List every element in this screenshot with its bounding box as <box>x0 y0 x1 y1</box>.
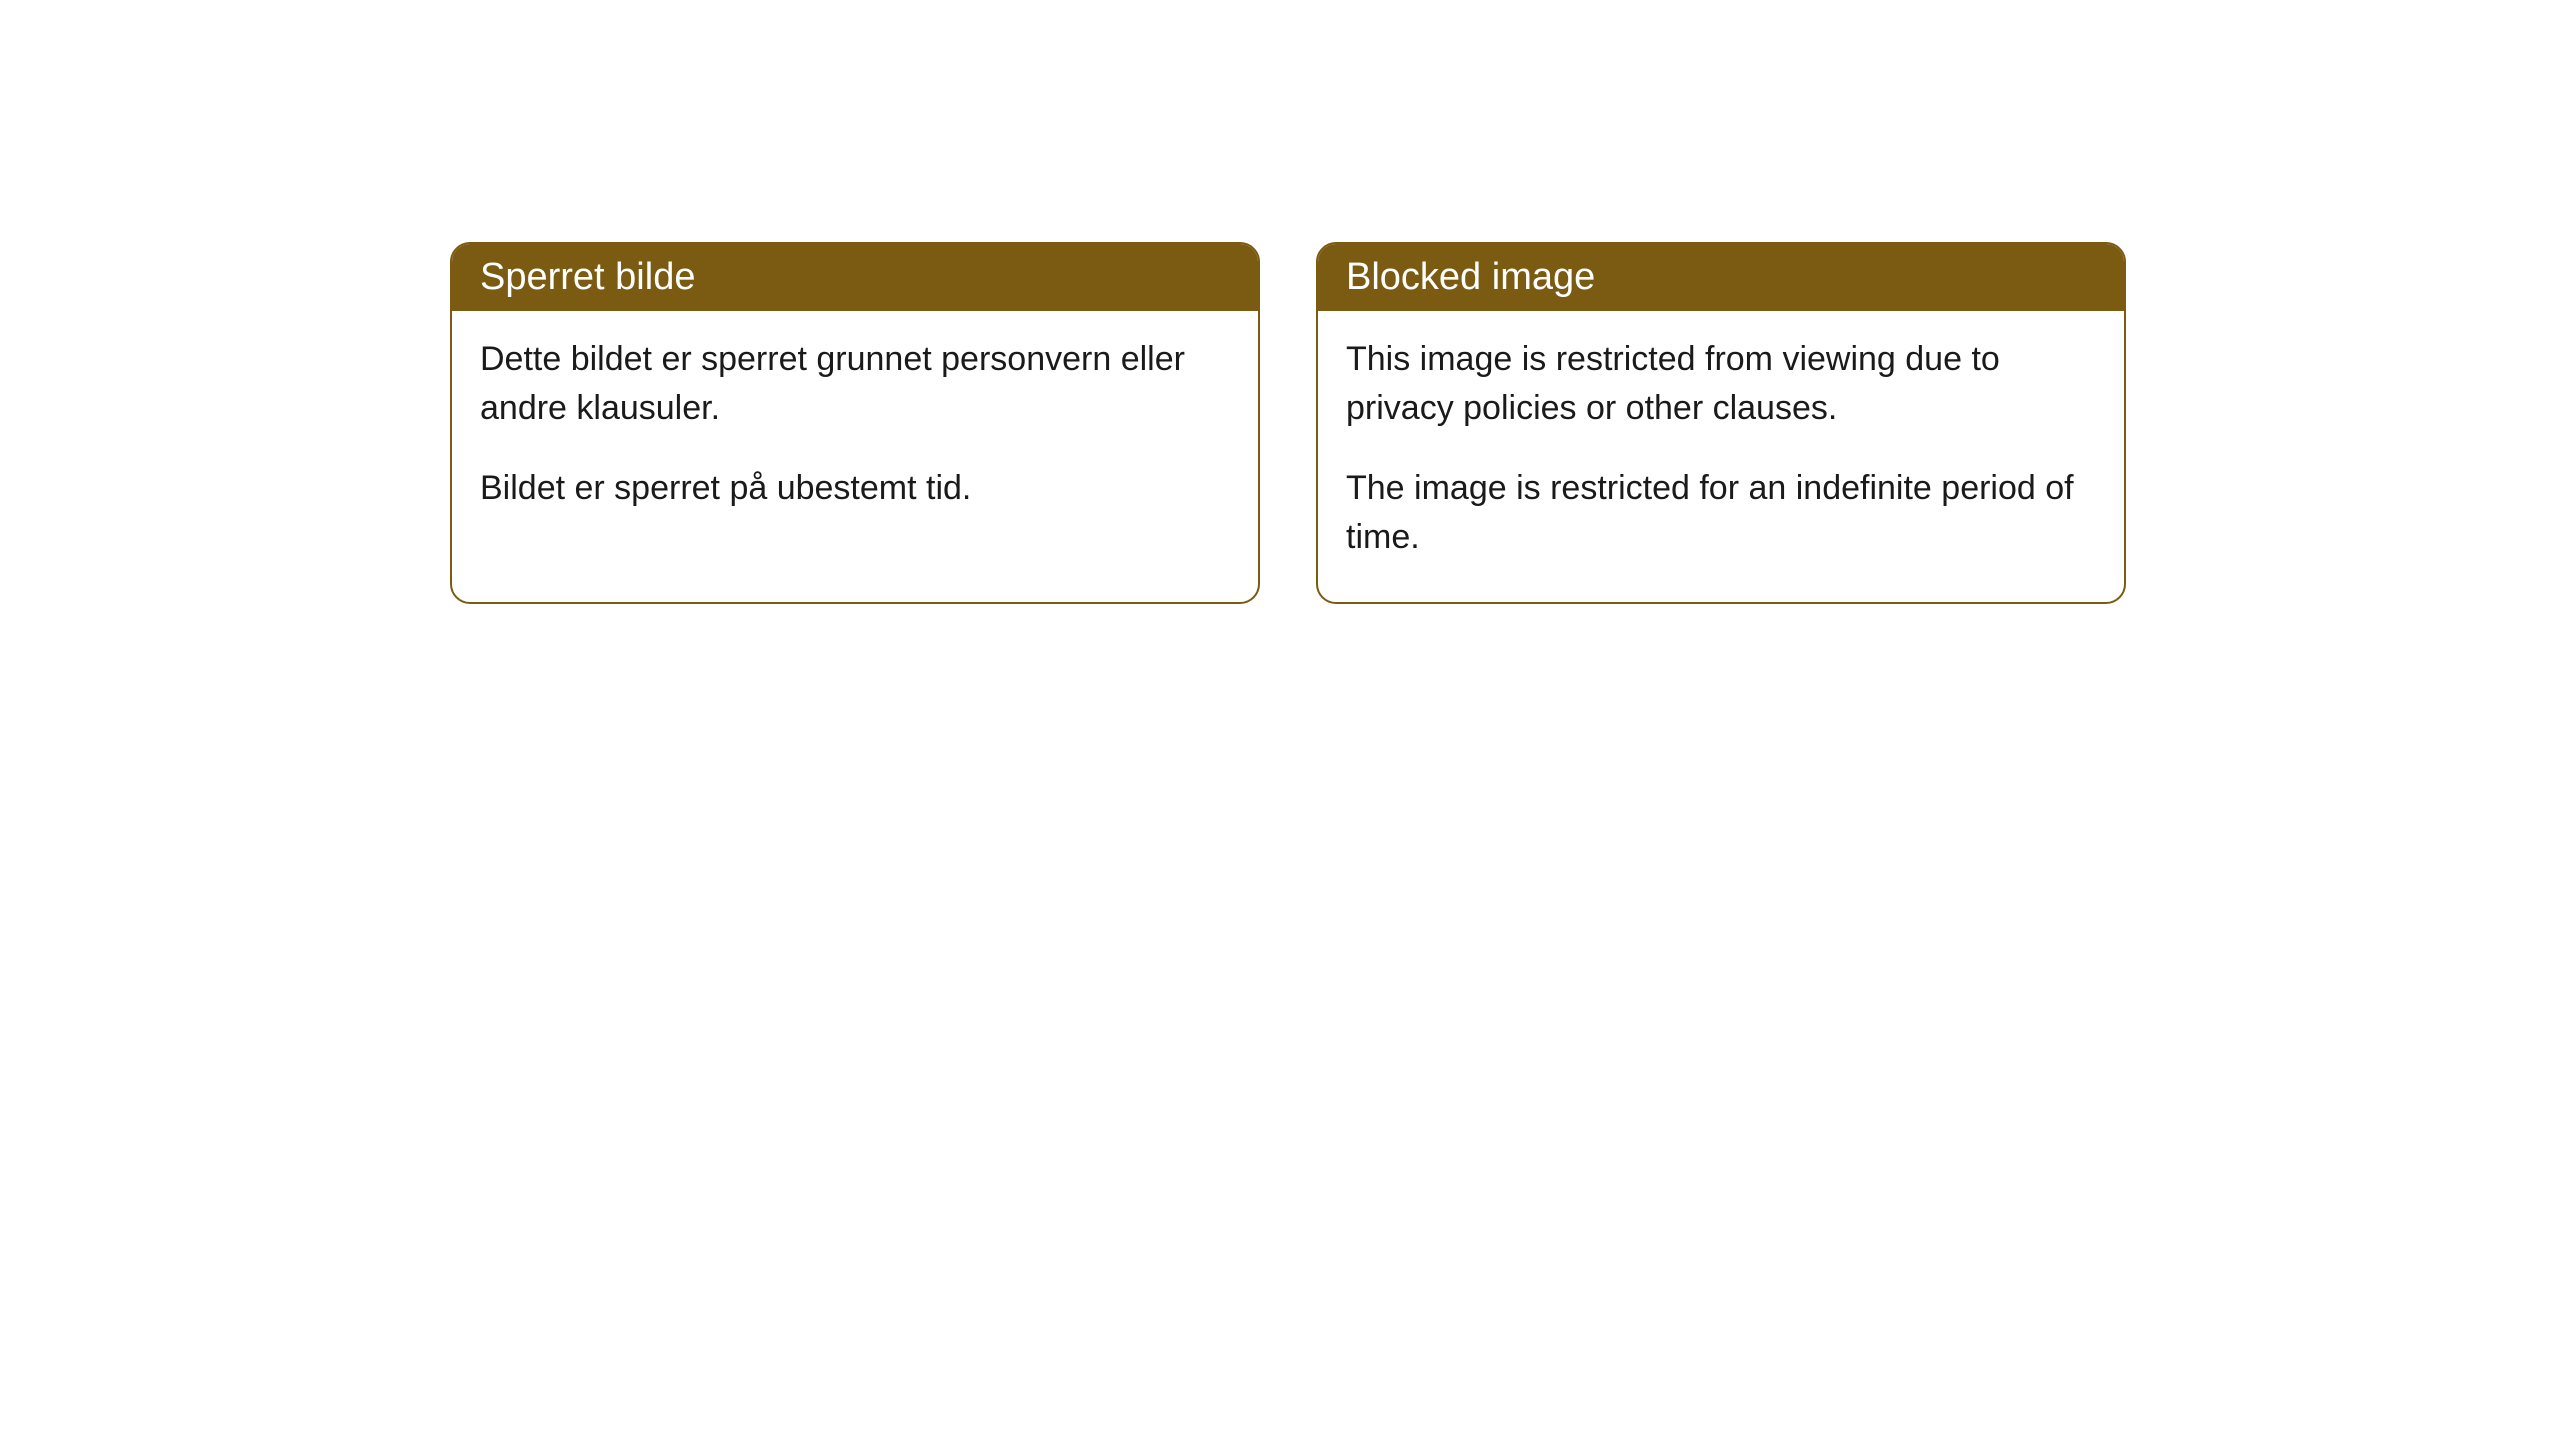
notice-paragraph: This image is restricted from viewing du… <box>1346 335 2096 434</box>
notice-title: Sperret bilde <box>480 256 695 298</box>
notice-paragraph: Bildet er sperret på ubestemt tid. <box>480 464 1230 513</box>
notice-header-norwegian: Sperret bilde <box>452 244 1258 311</box>
notice-paragraph: Dette bildet er sperret grunnet personve… <box>480 335 1230 434</box>
notice-card-norwegian: Sperret bilde Dette bildet er sperret gr… <box>450 242 1260 604</box>
notice-container: Sperret bilde Dette bildet er sperret gr… <box>450 242 2126 604</box>
notice-paragraph: The image is restricted for an indefinit… <box>1346 464 2096 563</box>
notice-body-norwegian: Dette bildet er sperret grunnet personve… <box>452 311 1258 553</box>
notice-card-english: Blocked image This image is restricted f… <box>1316 242 2126 604</box>
notice-body-english: This image is restricted from viewing du… <box>1318 311 2124 602</box>
notice-header-english: Blocked image <box>1318 244 2124 311</box>
notice-title: Blocked image <box>1346 256 1595 298</box>
